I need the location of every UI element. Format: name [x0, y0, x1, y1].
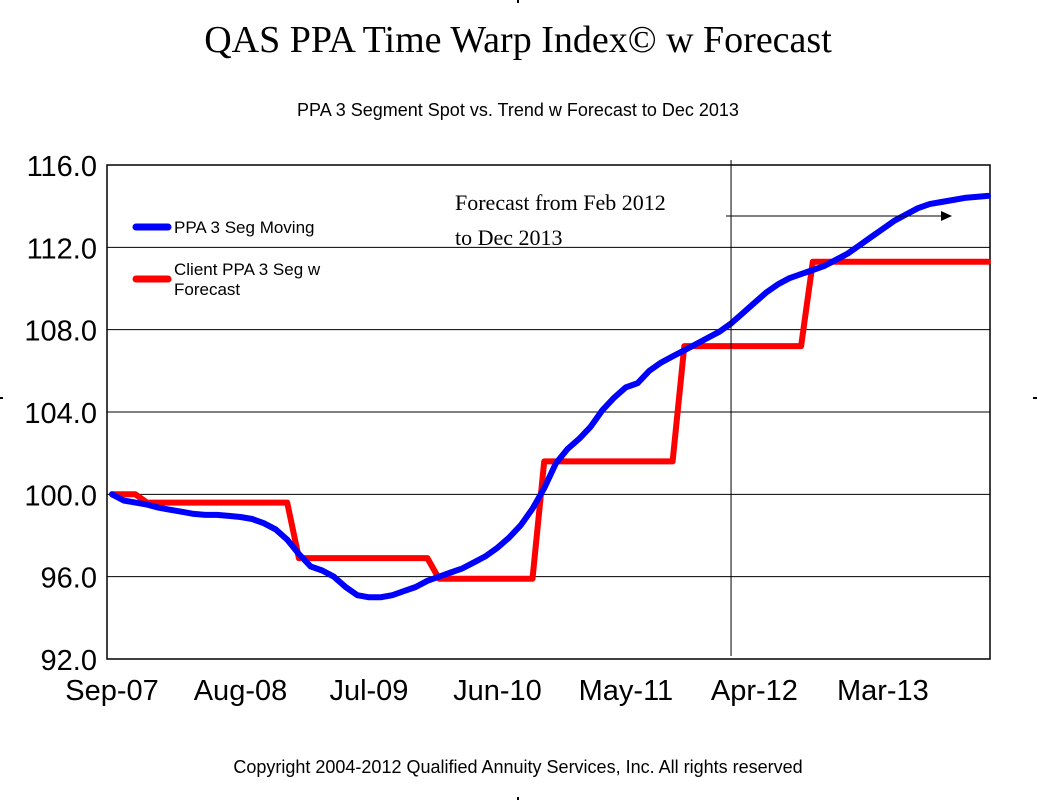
chart-subtitle: PPA 3 Segment Spot vs. Trend w Forecast … [297, 100, 739, 120]
annotation-line-2: to Dec 2013 [455, 225, 563, 250]
y-tick-label: 112.0 [27, 233, 97, 265]
annotation-arrow [726, 211, 952, 221]
y-tick-label: 116.0 [27, 151, 97, 183]
x-tick-label: Sep-07 [65, 675, 159, 707]
y-axis-ticks: 92.0 96.0 100.0 104.0 108.0 112.0 116.0 [24, 151, 97, 677]
y-tick-label: 92.0 [41, 645, 97, 677]
x-tick-label: May-11 [579, 675, 674, 707]
x-axis-ticks: Sep-07 Aug-08 Jul-09 Jun-10 May-11 Apr-12 Mar-… [65, 675, 929, 707]
legend: PPA 3 Seg Moving Client PPA 3 Seg w Fore… [132, 218, 325, 299]
y-tick-label: 108.0 [24, 316, 97, 348]
y-tick-label: 104.0 [24, 398, 97, 430]
x-tick-label: Apr-12 [711, 675, 798, 707]
series-lines [109, 192, 991, 601]
x-tick-label: Mar-13 [837, 675, 929, 707]
chart-title: QAS PPA Time Warp Index© w Forecast [204, 19, 832, 61]
y-tick-label: 96.0 [41, 563, 97, 595]
x-tick-label: Jun-10 [453, 675, 542, 707]
y-tick-label: 100.0 [24, 480, 97, 512]
plot-frame [106, 164, 991, 660]
series-line-client [109, 258, 991, 582]
legend-label-client: Client PPA 3 Seg w Forecast [174, 260, 325, 299]
series-line-moving [109, 192, 991, 601]
x-tick-label: Aug-08 [194, 675, 288, 707]
x-tick-label: Jul-09 [329, 675, 408, 707]
annotation-line-1: Forecast from Feb 2012 [455, 190, 666, 215]
copyright-footer: Copyright 2004-2012 Qualified Annuity Se… [233, 757, 802, 777]
legend-label-moving: PPA 3 Seg Moving [174, 218, 315, 237]
